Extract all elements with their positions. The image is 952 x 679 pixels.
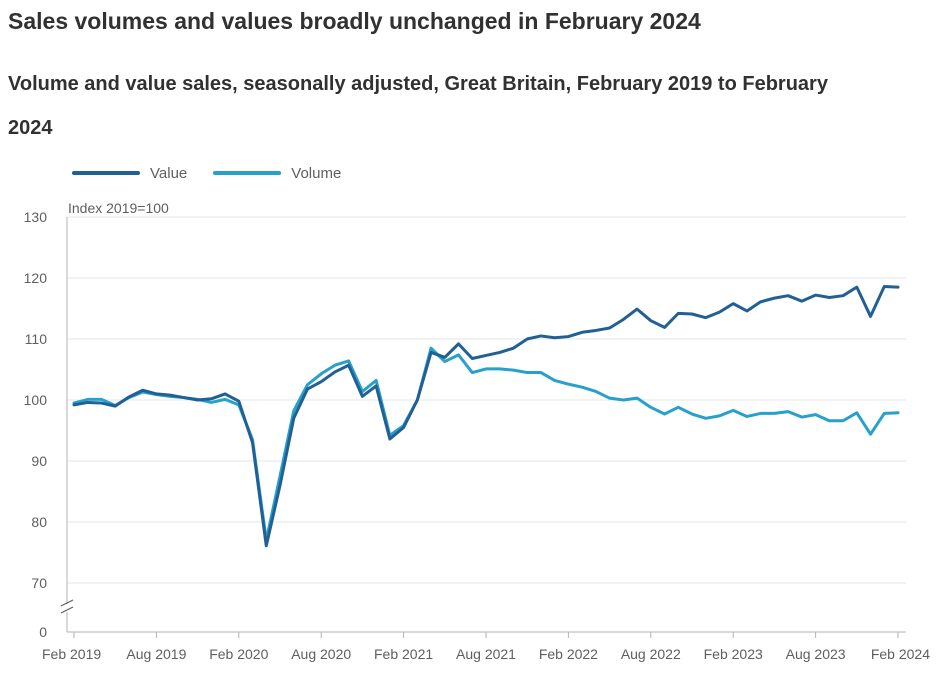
legend: Value Volume: [72, 162, 367, 184]
legend-swatch-value: [72, 171, 140, 175]
y-axis-label: Index 2019=100: [68, 200, 169, 216]
legend-label-volume: Volume: [291, 164, 342, 182]
y-tick-label-100: 100: [24, 392, 48, 408]
y-tick-label-130: 130: [24, 209, 48, 225]
x-tick-label-9: Aug 2023: [786, 646, 846, 662]
y-axis: 0 70 80 90 100 110 120 130: [24, 209, 74, 640]
chart-subtitle: Volume and value sales, seasonally adjus…: [8, 73, 828, 139]
axis-break-mark-1: [60, 599, 74, 607]
legend-item-volume: Volume: [213, 165, 341, 182]
chart-title: Sales volumes and values broadly unchang…: [8, 8, 701, 34]
series-lines: [72, 285, 900, 548]
gridlines: [67, 216, 906, 633]
series-line-volume: [72, 346, 900, 542]
series-line-value: [72, 285, 900, 548]
x-tick-label-5: Aug 2021: [456, 646, 516, 662]
legend-label-value: Value: [150, 164, 188, 182]
x-tick-label-10: Feb 2024: [871, 646, 930, 662]
axis-break-mark-2: [60, 606, 74, 614]
x-tick-label-7: Aug 2022: [621, 646, 681, 662]
y-tick-label-80: 80: [31, 514, 47, 530]
legend-item-value: Value: [72, 165, 187, 182]
x-tick-label-4: Feb 2021: [374, 646, 433, 662]
y-tick-label-90: 90: [31, 453, 47, 469]
x-tick-label-2: Feb 2020: [209, 646, 268, 662]
x-tick-label-8: Feb 2023: [704, 646, 763, 662]
x-axis: Feb 2019 Aug 2019 Feb 2020 Aug 2020 Feb 2021…: [42, 632, 930, 662]
x-tick-label-6: Feb 2022: [539, 646, 598, 662]
legend-swatch-volume: [213, 171, 282, 175]
x-tick-label-0: Feb 2019: [42, 646, 101, 662]
y-tick-label-120: 120: [24, 270, 48, 286]
y-tick-label-0: 0: [39, 624, 47, 640]
x-tick-label-3: Aug 2020: [291, 646, 351, 662]
x-tick-label-1: Aug 2019: [126, 646, 186, 662]
y-tick-label-110: 110: [25, 331, 48, 347]
y-tick-label-70: 70: [31, 575, 47, 591]
